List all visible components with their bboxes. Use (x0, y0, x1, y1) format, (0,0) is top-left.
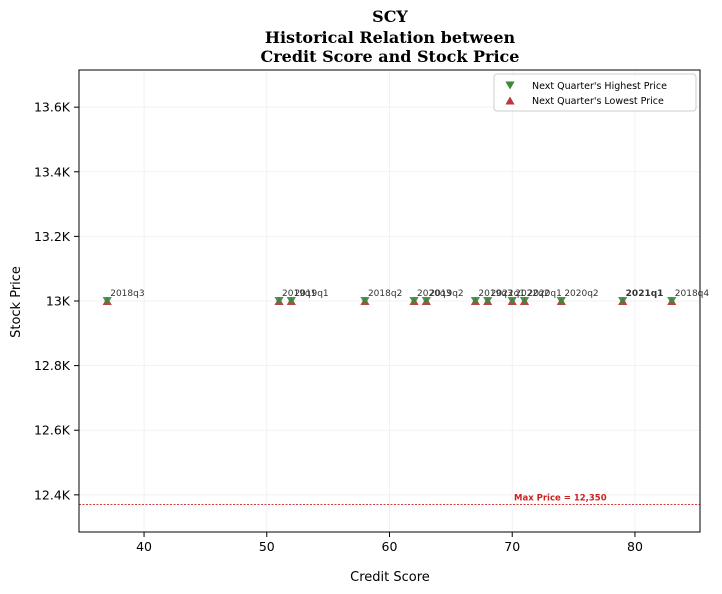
high-price-marker (519, 297, 530, 305)
y-tick-label: 13.6K (34, 100, 71, 115)
y-tick-label: 13.2K (34, 229, 71, 244)
axis-ticks: 40 50 60 70 80 12.4K 12.6K 12.8K 13K 13.2K 13.4K 13… (34, 100, 643, 554)
point-label: 2019q2 (429, 289, 463, 299)
legend-low-marker (505, 96, 515, 105)
legend-low-label: Next Quarter's Lowest Price (532, 96, 664, 107)
point-label: 2022q2 (515, 289, 549, 299)
high-price-marker (421, 297, 431, 305)
x-tick-label: 40 (136, 539, 152, 554)
point-label: 2018q4 (675, 289, 710, 299)
max-price-reference: Max Price = 12,350 (79, 494, 700, 505)
point-label: 2021q1 (626, 289, 664, 299)
point-label: 2019q1 (294, 289, 328, 299)
high-price-marker (470, 297, 481, 305)
high-price-marker (274, 297, 284, 305)
y-tick-label: 12.4K (34, 487, 71, 502)
legend-high-marker (505, 81, 515, 90)
grid-lines (79, 70, 700, 532)
point-label: 2019q1 (282, 289, 316, 299)
high-price-marker (286, 297, 296, 305)
legend-high-label: Next Quarter's Highest Price (532, 81, 667, 92)
point-label: 2020q1 (528, 289, 562, 299)
y-tick-label: 13K (46, 294, 71, 309)
legend: Next Quarter's Highest Price Next Quarter… (493, 73, 697, 112)
y-tick-label: 12.8K (34, 358, 71, 373)
high-price-marker (667, 297, 677, 305)
chart-title-line-3: Credit Score and Stock Price (261, 47, 520, 66)
chart-title-line-1: SCY (372, 7, 408, 26)
x-tick-label: 60 (382, 539, 398, 554)
chart-title-line-2: Historical Relation between (265, 28, 516, 47)
high-price-marker (360, 297, 370, 305)
y-axis-label: Stock Price (9, 266, 24, 338)
high-price-marker (102, 297, 112, 305)
x-tick-label: 50 (259, 539, 275, 554)
y-tick-label: 13.4K (34, 164, 71, 179)
data-markers (102, 297, 677, 305)
chart-title: SCY Historical Relation between Credit S… (261, 7, 520, 66)
point-label: 2020q3 (417, 289, 451, 299)
x-axis-label: Credit Score (350, 570, 430, 585)
high-price-marker (618, 297, 628, 305)
point-label: 2019q3 (478, 289, 512, 299)
high-price-marker (409, 297, 419, 305)
legend-box (493, 73, 697, 112)
high-price-marker (556, 297, 566, 305)
x-tick-label: 80 (627, 539, 643, 554)
point-label: 2018q2 (368, 289, 402, 299)
max-price-annotation: Max Price = 12,350 (514, 494, 607, 504)
point-label: 2020q2 (564, 289, 598, 299)
y-tick-label: 12.6K (34, 423, 71, 438)
point-label: 2022q1 (491, 289, 525, 299)
high-price-marker (483, 297, 493, 305)
point-label: 2018q3 (110, 289, 144, 299)
high-price-marker (507, 297, 517, 305)
x-tick-label: 70 (504, 539, 520, 554)
